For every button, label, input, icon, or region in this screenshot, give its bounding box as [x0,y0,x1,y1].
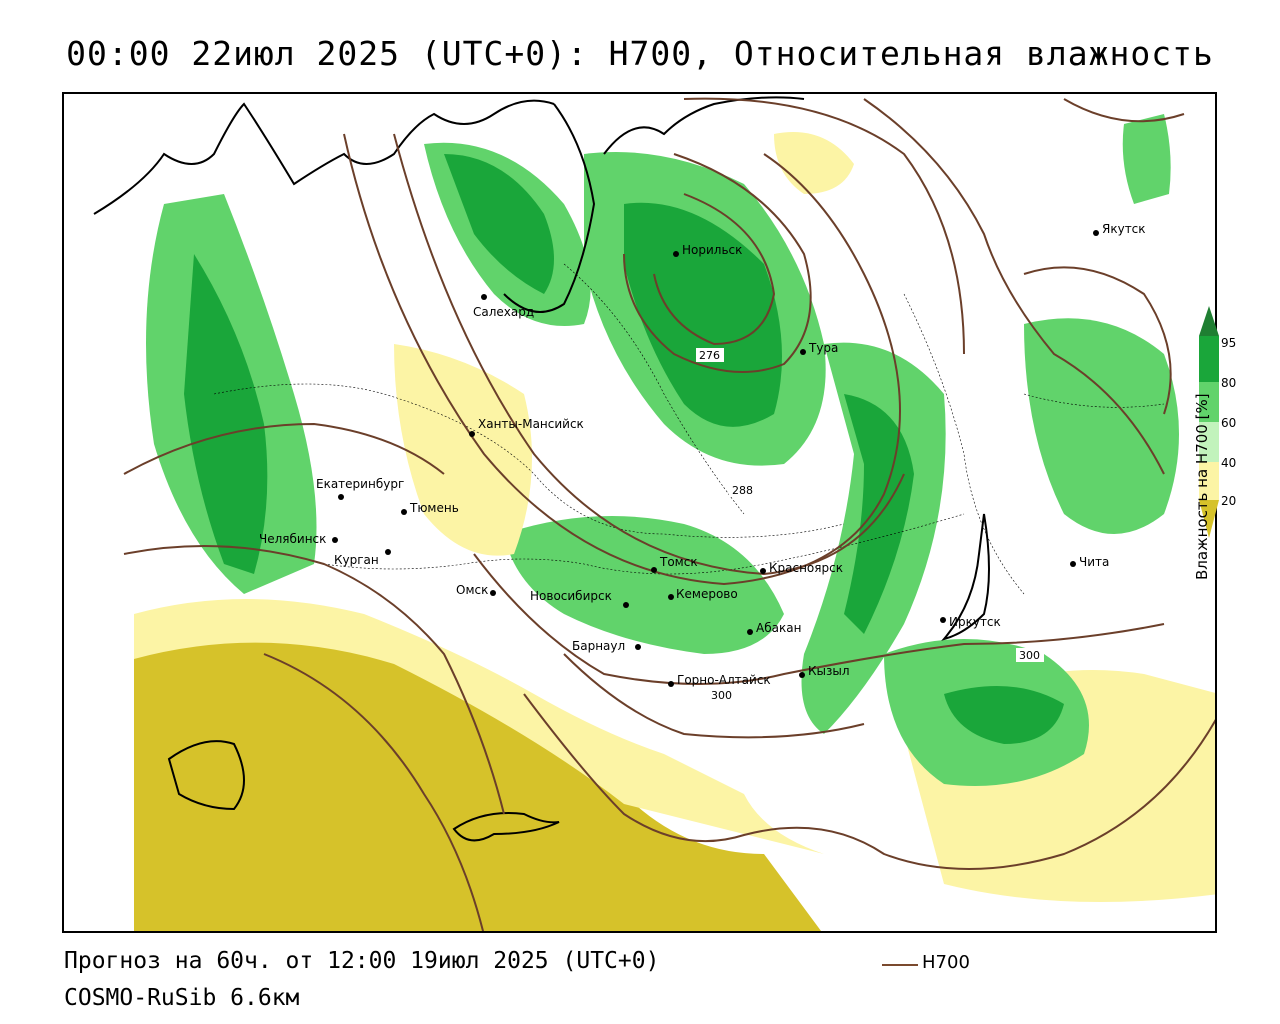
city-dot-tyumen [401,509,407,515]
city-dot-kemerovo [668,594,674,600]
city-label-omsk: Омск [456,583,488,597]
colorbar-tick-40: 40 [1221,456,1237,470]
contour-label-300-a: 300 [711,689,732,702]
model-info: COSMO-RuSib 6.6км [64,985,300,1011]
city-label-krasnoyarsk: Красноярск [769,561,843,575]
coastlines [93,96,990,842]
city-label-gorno-altaysk: Горно-Алтайск [677,673,771,687]
city-label-abakan: Абакан [756,621,801,635]
city-label-kyzyl: Кызыл [808,664,850,678]
city-dot-chelyabinsk [332,537,338,543]
city-label-tomsk: Томск [659,555,698,569]
city-label-tyumen: Тюмень [409,501,459,515]
humidity-colorbar [1199,306,1219,538]
contour-legend-line [882,964,918,966]
city-label-yekaterinburg: Екатеринбург [316,477,404,491]
map-title: 00:00 22июл 2025 (UTC+0): H700, Относите… [66,34,1214,73]
colorbar-tick-95: 95 [1221,336,1237,350]
colorbar-title: Влажность на H700 [%] [1193,393,1211,580]
contour-label-288: 288 [732,484,753,497]
city-dot-yakutsk [1093,230,1099,236]
contour-labels: 276 288 300 300 [696,348,1044,702]
city-markers: Якутск Норильск Салехард Тура Ханты-Манс… [259,222,1146,687]
contour-label-276: 276 [699,349,720,362]
city-label-irkutsk: Иркутск [949,615,1001,629]
city-label-salekhard: Салехард [473,305,534,319]
humidity-map[interactable]: 276 288 300 300 Якутск Норильск Салехард… [62,92,1217,933]
admin-borders [213,263,1165,595]
map-canvas: 276 288 300 300 Якутск Норильск Салехард… [93,96,1215,931]
city-dot-abakan [747,629,753,635]
city-dot-tomsk [651,567,657,573]
city-dot-norilsk [673,251,679,257]
city-label-kurgan: Курган [334,553,379,567]
city-label-chita: Чита [1079,555,1109,569]
forecast-info: Прогноз на 60ч. от 12:00 19июл 2025 (UTC… [64,948,660,974]
city-label-yakutsk: Якутск [1102,222,1146,236]
city-label-norilsk: Норильск [682,243,742,257]
colorbar-tick-60: 60 [1221,416,1237,430]
city-dot-omsk [490,590,496,596]
colorbar-tick-20: 20 [1221,494,1237,508]
colorbar-tick-80: 80 [1221,376,1237,390]
city-label-tura: Тура [808,341,838,355]
city-dot-gorno-altaysk [668,681,674,687]
city-dot-kyzyl [799,672,805,678]
city-dot-chita [1070,561,1076,567]
h700-contours [123,97,1215,931]
city-dot-salekhard [481,294,487,300]
city-label-kemerovo: Кемерово [676,587,738,601]
city-dot-khanty-mansiysk [469,431,475,437]
city-dot-krasnoyarsk [760,568,766,574]
city-dot-kurgan [385,549,391,555]
city-dot-yekaterinburg [338,494,344,500]
city-dot-novosibirsk [623,602,629,608]
city-dot-tura [800,349,806,355]
city-dot-barnaul [635,644,641,650]
contour-label-300-b: 300 [1019,649,1040,662]
city-label-chelyabinsk: Челябинск [259,532,326,546]
city-dot-irkutsk [940,617,946,623]
city-label-novosibirsk: Новосибирск [530,589,612,603]
humidity-fields [134,114,1215,931]
city-label-khanty-mansiysk: Ханты-Мансийск [478,417,584,431]
contour-legend-label: H700 [922,952,970,973]
city-label-barnaul: Барнаул [572,639,625,653]
